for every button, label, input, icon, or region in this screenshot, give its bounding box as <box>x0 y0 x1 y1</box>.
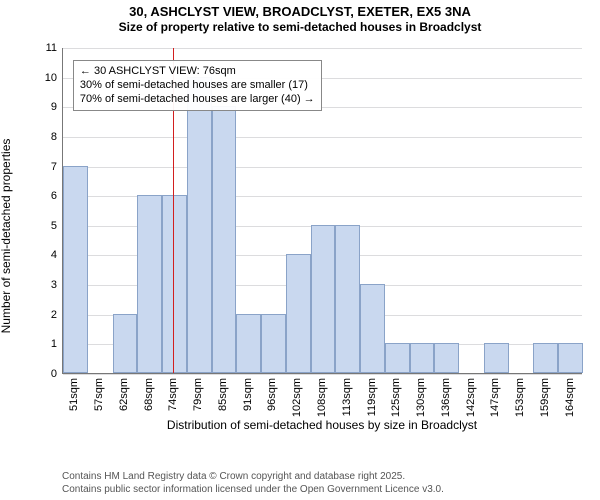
annotation-line: ← 30 ASHCLYST VIEW: 76sqm <box>80 64 315 78</box>
x-axis-ticks: 51sqm 57sqm 62sqm 68sqm 74sqm 79sqm 85sqm 91sqm… <box>62 374 582 418</box>
chart-title-main: 30, ASHCLYST VIEW, BROADCLYST, EXETER, E… <box>0 4 600 20</box>
histogram-bar <box>410 343 435 373</box>
x-tick-label: 136sqm <box>440 378 452 417</box>
x-tick-label: 62sqm <box>118 378 130 411</box>
x-tick-label: 159sqm <box>539 378 551 417</box>
x-tick-label: 113sqm <box>341 378 353 416</box>
x-tick-label: 91sqm <box>242 378 254 411</box>
y-tick-label: 10 <box>45 72 63 84</box>
plot-area: 01234567891011← 30 ASHCLYST VIEW: 76sqm3… <box>62 48 582 374</box>
histogram-bar <box>187 77 212 373</box>
annotation-line: 70% of semi-detached houses are larger (… <box>80 92 315 106</box>
histogram-bar <box>63 166 88 373</box>
x-tick-label: 147sqm <box>489 378 501 417</box>
x-tick-label: 164sqm <box>564 378 576 417</box>
y-tick-label: 8 <box>51 131 63 143</box>
histogram-bar <box>533 343 558 373</box>
x-tick-label: 51sqm <box>68 378 80 411</box>
y-tick-label: 7 <box>51 161 63 173</box>
y-tick-label: 5 <box>51 220 63 232</box>
histogram-bar <box>162 195 187 373</box>
footer-attribution: Contains HM Land Registry data © Crown c… <box>62 471 444 496</box>
histogram-bar <box>335 225 360 373</box>
x-tick-label: 153sqm <box>514 378 526 417</box>
histogram-bar <box>484 343 509 373</box>
y-tick-label: 11 <box>46 42 63 54</box>
histogram-bar <box>137 195 162 373</box>
y-tick-label: 4 <box>51 249 63 261</box>
annotation-box: ← 30 ASHCLYST VIEW: 76sqm30% of semi-det… <box>73 60 322 111</box>
x-tick-label: 57sqm <box>93 378 105 411</box>
x-tick-label: 74sqm <box>167 378 179 411</box>
x-tick-label: 68sqm <box>143 378 155 411</box>
histogram-bar <box>558 343 583 373</box>
gridline <box>63 137 582 138</box>
histogram-bar <box>212 106 237 373</box>
x-tick-label: 130sqm <box>415 378 427 417</box>
histogram-bar <box>434 343 459 373</box>
gridline <box>63 48 582 49</box>
x-axis-label: Distribution of semi-detached houses by … <box>62 418 582 432</box>
footer-line-1: Contains HM Land Registry data © Crown c… <box>62 471 444 484</box>
x-tick-label: 125sqm <box>390 378 402 417</box>
chart-title-block: 30, ASHCLYST VIEW, BROADCLYST, EXETER, E… <box>0 0 600 35</box>
gridline <box>63 167 582 168</box>
x-tick-label: 119sqm <box>366 378 378 416</box>
y-tick-label: 1 <box>51 338 63 350</box>
x-tick-label: 142sqm <box>465 378 477 417</box>
x-tick-label: 108sqm <box>316 378 328 417</box>
chart-title-sub: Size of property relative to semi-detach… <box>0 20 600 35</box>
y-tick-label: 3 <box>51 279 63 291</box>
y-tick-label: 6 <box>51 190 63 202</box>
histogram-bar <box>385 343 410 373</box>
histogram-bar <box>360 284 385 373</box>
x-tick-label: 102sqm <box>291 378 303 417</box>
histogram-bar <box>113 314 138 373</box>
x-tick-label: 85sqm <box>217 378 229 411</box>
footer-line-2: Contains public sector information licen… <box>62 484 444 497</box>
x-tick-label: 96sqm <box>266 378 278 411</box>
histogram-bar <box>236 314 261 373</box>
y-tick-label: 2 <box>51 309 63 321</box>
histogram-bar <box>311 225 336 373</box>
y-axis-label: Number of semi-detached properties <box>0 139 13 334</box>
histogram-bar <box>261 314 286 373</box>
y-tick-label: 9 <box>51 101 63 113</box>
chart-area: Number of semi-detached properties 01234… <box>30 48 582 424</box>
x-tick-label: 79sqm <box>192 378 204 411</box>
annotation-line: 30% of semi-detached houses are smaller … <box>80 78 315 92</box>
histogram-bar <box>286 254 311 373</box>
